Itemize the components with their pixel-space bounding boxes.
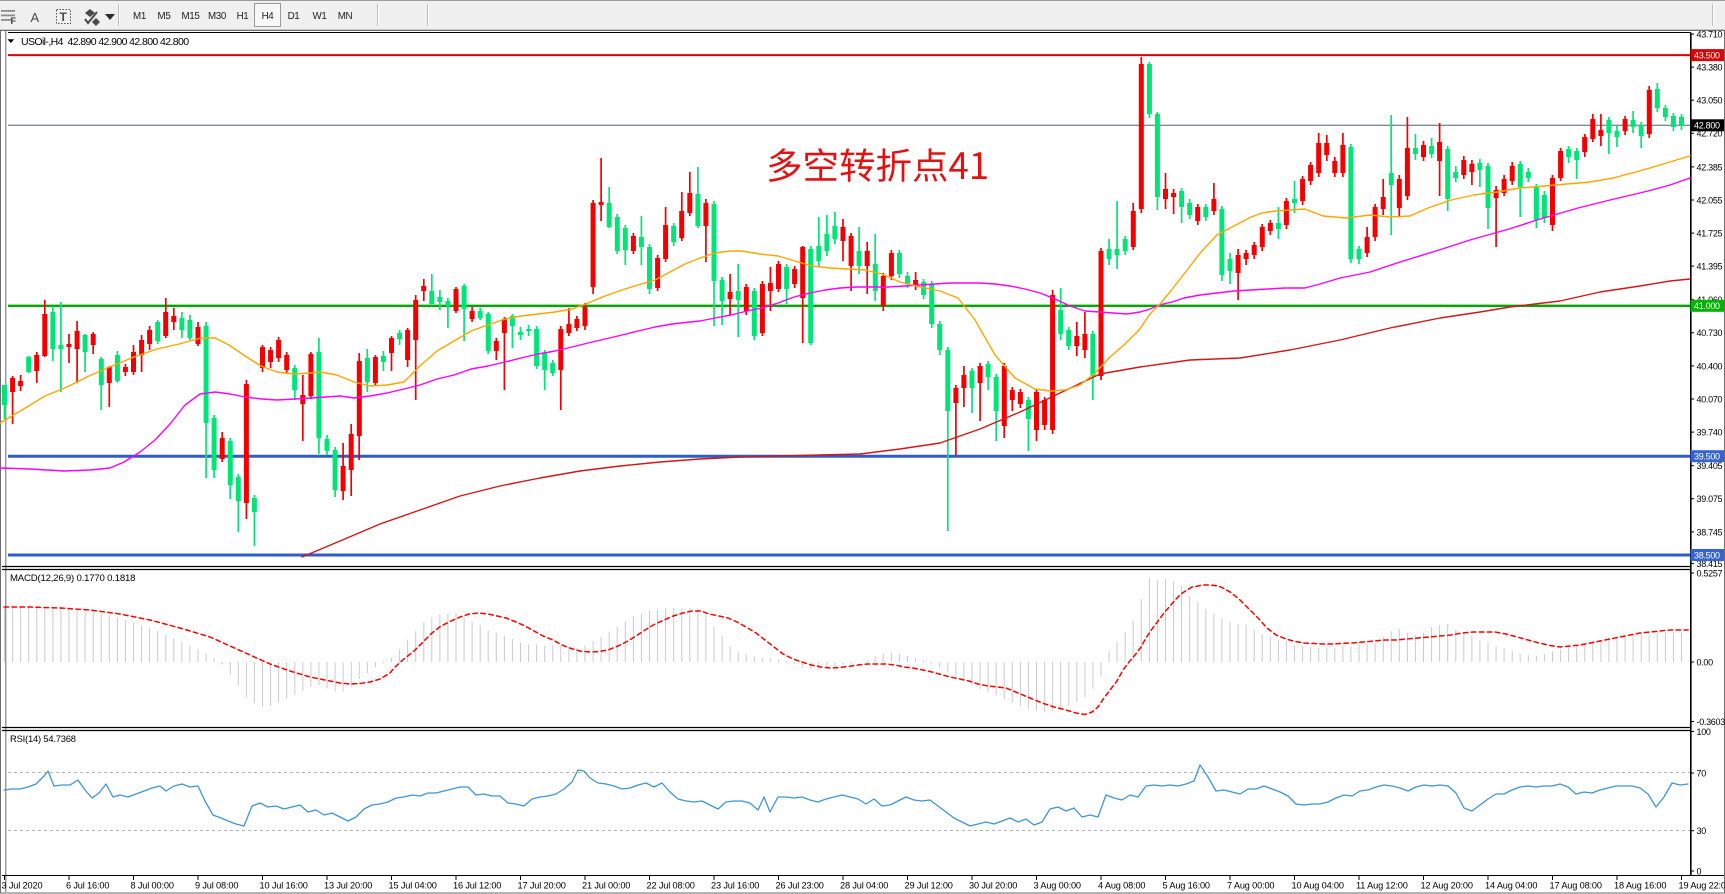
svg-text:28 Jul 04:00: 28 Jul 04:00 xyxy=(840,881,888,891)
svg-text:T: T xyxy=(60,10,68,24)
svg-text:M5: M5 xyxy=(158,11,172,22)
svg-text:MN: MN xyxy=(338,11,353,22)
svg-text:0.5257: 0.5257 xyxy=(1697,568,1723,578)
svg-text:19 Aug 22:00: 19 Aug 22:00 xyxy=(1679,881,1725,891)
svg-text:29 Jul 12:00: 29 Jul 12:00 xyxy=(905,881,953,891)
svg-text:F: F xyxy=(11,16,17,26)
svg-text:26 Jul 23:00: 26 Jul 23:00 xyxy=(776,881,824,891)
svg-text:43.710: 43.710 xyxy=(1697,29,1723,39)
svg-text:16 Jul 12:00: 16 Jul 12:00 xyxy=(453,881,501,891)
svg-text:39.075: 39.075 xyxy=(1697,494,1723,504)
svg-text:22 Jul 08:00: 22 Jul 08:00 xyxy=(647,881,695,891)
svg-text:39.405: 39.405 xyxy=(1697,461,1723,471)
svg-text:43.500: 43.500 xyxy=(1694,51,1720,61)
svg-text:42.720: 42.720 xyxy=(1697,129,1723,139)
svg-text:D1: D1 xyxy=(288,11,300,22)
svg-text:10 Aug 04:00: 10 Aug 04:00 xyxy=(1292,881,1344,891)
svg-text:39.740: 39.740 xyxy=(1697,428,1723,438)
svg-text:14 Aug 04:00: 14 Aug 04:00 xyxy=(1485,881,1537,891)
svg-text:17 Jul 20:00: 17 Jul 20:00 xyxy=(518,881,566,891)
svg-text:38.745: 38.745 xyxy=(1697,527,1723,537)
svg-text:42.385: 42.385 xyxy=(1697,162,1723,172)
svg-text:RSI(14) 54.7368: RSI(14) 54.7368 xyxy=(10,733,76,744)
svg-text:100: 100 xyxy=(1697,727,1711,737)
svg-text:M1: M1 xyxy=(133,11,146,22)
svg-text:W1: W1 xyxy=(313,11,327,22)
svg-text:40.400: 40.400 xyxy=(1697,361,1723,371)
svg-text:11 Aug 12:00: 11 Aug 12:00 xyxy=(1356,881,1408,891)
svg-text:40.730: 40.730 xyxy=(1697,328,1723,338)
svg-text:17 Aug 08:00: 17 Aug 08:00 xyxy=(1550,881,1602,891)
svg-text:41.725: 41.725 xyxy=(1697,229,1723,239)
svg-text:M30: M30 xyxy=(208,11,227,22)
svg-text:4 Aug 08:00: 4 Aug 08:00 xyxy=(1098,881,1145,891)
svg-text:39.500: 39.500 xyxy=(1694,452,1720,462)
svg-text:23 Jul 16:00: 23 Jul 16:00 xyxy=(711,881,759,891)
svg-text:38.415: 38.415 xyxy=(1697,559,1723,569)
svg-text:38.500: 38.500 xyxy=(1694,550,1720,560)
svg-text:-0.3603: -0.3603 xyxy=(1697,717,1725,727)
svg-text:70: 70 xyxy=(1697,768,1707,778)
svg-text:MACD(12,26,9) 0.1770 0.1818: MACD(12,26,9) 0.1770 0.1818 xyxy=(10,573,135,584)
svg-text:18 Aug 16:00: 18 Aug 16:00 xyxy=(1614,881,1666,891)
svg-text:42.800: 42.800 xyxy=(1694,121,1720,131)
svg-text:3 Aug 00:00: 3 Aug 00:00 xyxy=(1034,881,1081,891)
svg-text:USOil-,H4 42.890 42.900 42.80: USOil-,H4 42.890 42.900 42.800 42.800 xyxy=(21,36,189,48)
svg-text:H4: H4 xyxy=(262,11,275,22)
svg-text:M15: M15 xyxy=(181,11,200,22)
svg-text:12 Aug 20:00: 12 Aug 20:00 xyxy=(1421,881,1473,891)
svg-text:13 Jul 20:00: 13 Jul 20:00 xyxy=(324,881,372,891)
svg-text:43.050: 43.050 xyxy=(1697,96,1723,106)
svg-text:3 Jul 2020: 3 Jul 2020 xyxy=(2,881,43,891)
svg-text:30 Jul 20:00: 30 Jul 20:00 xyxy=(969,881,1017,891)
svg-text:8 Jul 00:00: 8 Jul 00:00 xyxy=(131,881,174,891)
svg-text:7 Aug 00:00: 7 Aug 00:00 xyxy=(1227,881,1274,891)
svg-text:42.055: 42.055 xyxy=(1697,195,1723,205)
svg-text:40.070: 40.070 xyxy=(1697,394,1723,404)
svg-text:15 Jul 04:00: 15 Jul 04:00 xyxy=(389,881,437,891)
svg-text:21 Jul 00:00: 21 Jul 00:00 xyxy=(582,881,630,891)
svg-text:5 Aug 16:00: 5 Aug 16:00 xyxy=(1163,881,1210,891)
svg-text:43.380: 43.380 xyxy=(1697,63,1723,73)
svg-text:30: 30 xyxy=(1697,826,1707,836)
svg-text:10 Jul 16:00: 10 Jul 16:00 xyxy=(260,881,308,891)
svg-text:0.00: 0.00 xyxy=(1697,657,1714,667)
svg-text:A: A xyxy=(31,10,40,25)
svg-text:0: 0 xyxy=(1697,866,1702,876)
svg-text:H1: H1 xyxy=(237,11,249,22)
svg-text:6 Jul 16:00: 6 Jul 16:00 xyxy=(66,881,109,891)
svg-text:9 Jul 08:00: 9 Jul 08:00 xyxy=(195,881,238,891)
svg-text:41.000: 41.000 xyxy=(1694,301,1720,311)
svg-text:41.395: 41.395 xyxy=(1697,262,1723,272)
